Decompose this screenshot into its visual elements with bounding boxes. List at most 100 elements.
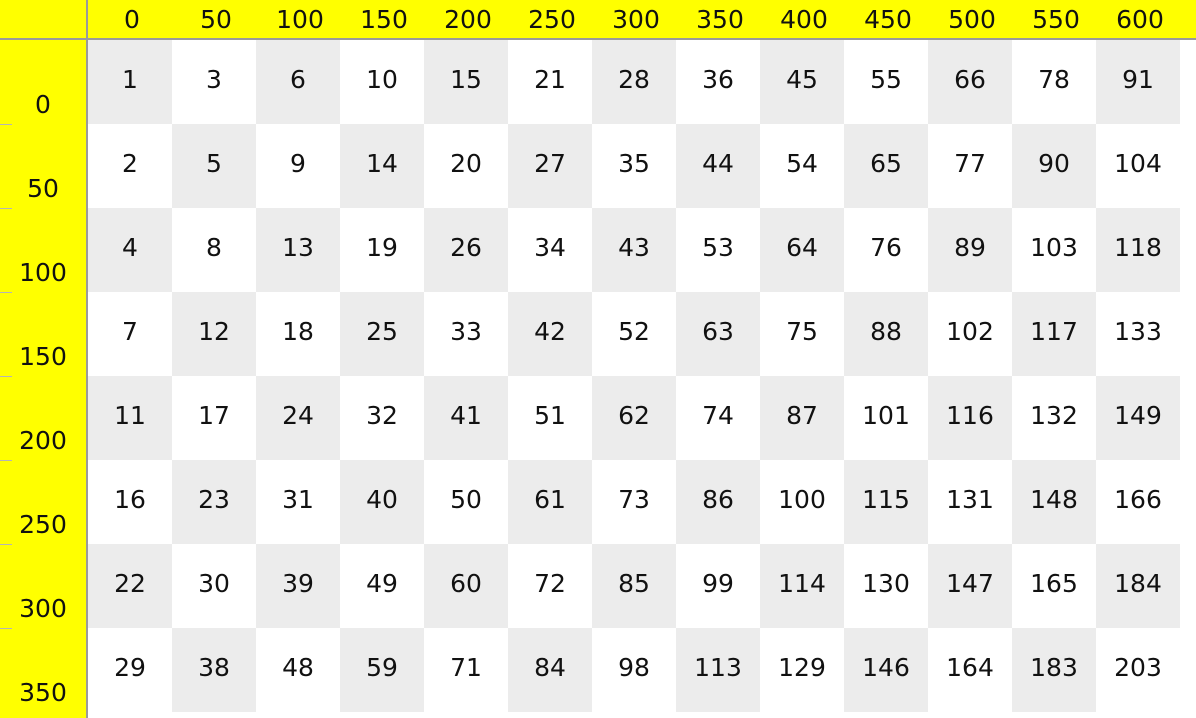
table-cell[interactable]: 101 bbox=[862, 400, 910, 430]
table-cell[interactable]: 129 bbox=[778, 652, 826, 682]
column-header[interactable]: 50 bbox=[200, 4, 232, 34]
table-cell[interactable]: 4 bbox=[88, 208, 172, 292]
corner-cell[interactable] bbox=[0, 0, 88, 38]
column-header[interactable]: 600 bbox=[1116, 4, 1164, 34]
row-header[interactable]: 0 bbox=[35, 89, 51, 119]
table-cell[interactable]: 31 bbox=[282, 484, 314, 514]
table-cell[interactable]: 40 bbox=[340, 460, 424, 544]
table-cell[interactable]: 183 bbox=[1012, 628, 1096, 712]
table-cell[interactable]: 8 bbox=[206, 232, 222, 262]
table-cell[interactable]: 66 bbox=[928, 40, 1012, 124]
table-cell[interactable]: 166 bbox=[1114, 484, 1162, 514]
table-cell[interactable]: 84 bbox=[508, 628, 592, 712]
table-cell[interactable]: 88 bbox=[844, 292, 928, 376]
table-cell[interactable]: 10 bbox=[366, 64, 398, 94]
table-cell[interactable]: 55 bbox=[870, 64, 902, 94]
table-cell[interactable]: 20 bbox=[450, 148, 482, 178]
table-cell[interactable]: 44 bbox=[676, 124, 760, 208]
column-header[interactable]: 200 bbox=[444, 4, 492, 34]
row-header[interactable]: 50 bbox=[27, 173, 59, 203]
table-cell[interactable]: 90 bbox=[1012, 124, 1096, 208]
table-cell[interactable]: 99 bbox=[702, 568, 734, 598]
table-cell[interactable]: 113 bbox=[676, 628, 760, 712]
table-cell[interactable]: 2 bbox=[122, 148, 138, 178]
table-cell[interactable]: 98 bbox=[618, 652, 650, 682]
table-cell[interactable]: 19 bbox=[366, 232, 398, 262]
table-cell[interactable]: 74 bbox=[702, 400, 734, 430]
table-cell[interactable]: 21 bbox=[534, 64, 566, 94]
table-cell[interactable]: 65 bbox=[844, 124, 928, 208]
table-cell[interactable]: 22 bbox=[88, 544, 172, 628]
table-cell[interactable]: 64 bbox=[760, 208, 844, 292]
table-cell[interactable]: 164 bbox=[946, 652, 994, 682]
table-cell[interactable]: 100 bbox=[778, 484, 826, 514]
table-cell[interactable]: 30 bbox=[198, 568, 230, 598]
row-header[interactable]: 150 bbox=[19, 341, 67, 371]
table-cell[interactable]: 7 bbox=[122, 316, 138, 346]
table-cell[interactable]: 147 bbox=[928, 544, 1012, 628]
column-header[interactable]: 100 bbox=[276, 4, 324, 34]
table-cell[interactable]: 87 bbox=[760, 376, 844, 460]
table-cell[interactable]: 103 bbox=[1030, 232, 1078, 262]
table-cell[interactable]: 114 bbox=[760, 544, 844, 628]
table-cell[interactable]: 203 bbox=[1114, 652, 1162, 682]
table-cell[interactable]: 18 bbox=[282, 316, 314, 346]
column-header[interactable]: 400 bbox=[780, 4, 828, 34]
table-cell[interactable]: 78 bbox=[1038, 64, 1070, 94]
table-cell[interactable]: 15 bbox=[424, 40, 508, 124]
table-cell[interactable]: 85 bbox=[592, 544, 676, 628]
table-cell[interactable]: 60 bbox=[424, 544, 508, 628]
table-cell[interactable]: 32 bbox=[366, 400, 398, 430]
row-header[interactable]: 250 bbox=[19, 509, 67, 539]
table-cell[interactable]: 73 bbox=[618, 484, 650, 514]
table-cell[interactable]: 130 bbox=[862, 568, 910, 598]
table-cell[interactable]: 54 bbox=[786, 148, 818, 178]
table-cell[interactable]: 132 bbox=[1030, 400, 1078, 430]
table-cell[interactable]: 38 bbox=[172, 628, 256, 712]
table-cell[interactable]: 28 bbox=[592, 40, 676, 124]
table-cell[interactable]: 33 bbox=[450, 316, 482, 346]
table-cell[interactable]: 23 bbox=[172, 460, 256, 544]
table-cell[interactable]: 118 bbox=[1096, 208, 1180, 292]
table-cell[interactable]: 52 bbox=[618, 316, 650, 346]
table-cell[interactable]: 89 bbox=[928, 208, 1012, 292]
table-cell[interactable]: 91 bbox=[1096, 40, 1180, 124]
table-cell[interactable]: 148 bbox=[1012, 460, 1096, 544]
table-cell[interactable]: 72 bbox=[534, 568, 566, 598]
row-header[interactable]: 200 bbox=[19, 425, 67, 455]
table-cell[interactable]: 25 bbox=[340, 292, 424, 376]
table-cell[interactable]: 14 bbox=[340, 124, 424, 208]
table-cell[interactable]: 36 bbox=[702, 64, 734, 94]
table-cell[interactable]: 59 bbox=[340, 628, 424, 712]
table-cell[interactable]: 13 bbox=[256, 208, 340, 292]
table-cell[interactable]: 165 bbox=[1030, 568, 1078, 598]
table-cell[interactable]: 16 bbox=[114, 484, 146, 514]
table-cell[interactable]: 9 bbox=[290, 148, 306, 178]
table-cell[interactable]: 45 bbox=[760, 40, 844, 124]
column-header[interactable]: 550 bbox=[1032, 4, 1080, 34]
table-cell[interactable]: 39 bbox=[256, 544, 340, 628]
table-cell[interactable]: 42 bbox=[508, 292, 592, 376]
table-cell[interactable]: 133 bbox=[1114, 316, 1162, 346]
table-cell[interactable]: 61 bbox=[508, 460, 592, 544]
table-cell[interactable]: 43 bbox=[592, 208, 676, 292]
table-cell[interactable]: 104 bbox=[1114, 148, 1162, 178]
column-header[interactable]: 250 bbox=[528, 4, 576, 34]
column-header[interactable]: 500 bbox=[948, 4, 996, 34]
table-cell[interactable]: 102 bbox=[946, 316, 994, 346]
column-header[interactable]: 150 bbox=[360, 4, 408, 34]
table-cell[interactable]: 53 bbox=[702, 232, 734, 262]
table-cell[interactable]: 34 bbox=[534, 232, 566, 262]
table-cell[interactable]: 6 bbox=[256, 40, 340, 124]
table-cell[interactable]: 12 bbox=[172, 292, 256, 376]
table-cell[interactable]: 149 bbox=[1096, 376, 1180, 460]
table-cell[interactable]: 146 bbox=[844, 628, 928, 712]
table-cell[interactable]: 184 bbox=[1096, 544, 1180, 628]
row-header[interactable]: 350 bbox=[19, 677, 67, 707]
table-cell[interactable]: 27 bbox=[508, 124, 592, 208]
table-cell[interactable]: 11 bbox=[88, 376, 172, 460]
column-header[interactable]: 300 bbox=[612, 4, 660, 34]
column-header[interactable]: 350 bbox=[696, 4, 744, 34]
table-cell[interactable]: 35 bbox=[618, 148, 650, 178]
column-header[interactable]: 0 bbox=[124, 4, 140, 34]
